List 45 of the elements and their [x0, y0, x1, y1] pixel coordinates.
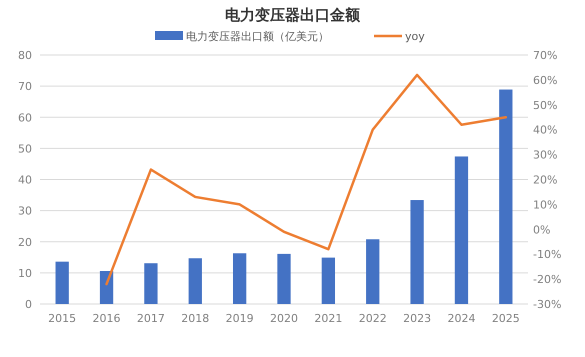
y2-tick-label: -20%: [533, 273, 562, 286]
bar: [277, 254, 291, 304]
bar: [232, 253, 246, 304]
x-tick-label: 2020: [270, 312, 298, 325]
y2-tick-label: 50%: [533, 98, 558, 112]
y2-tick-label: 60%: [533, 74, 558, 87]
x-tick-label: 2015: [48, 312, 76, 325]
y2-tick-label: 0%: [533, 223, 550, 236]
y-tick-label: 50: [18, 142, 32, 156]
bar: [366, 239, 380, 304]
y2-tick-label: 10%: [533, 198, 558, 212]
y-tick-label: 40: [18, 174, 32, 186]
legend-label: 电力变压器出口额（亿美元）: [186, 30, 329, 43]
bar: [454, 156, 468, 304]
y-tick-label: 60: [18, 111, 32, 124]
x-tick-label: 2021: [314, 312, 342, 325]
y2-tick-label: 20%: [533, 174, 558, 186]
x-tick-label: 2017: [136, 312, 165, 325]
bar: [499, 90, 512, 304]
x-tick-label: 2018: [181, 312, 210, 325]
y-tick-label: 0: [25, 298, 32, 311]
y-tick-label: 70: [18, 80, 32, 94]
bar: [188, 258, 202, 304]
x-tick-label: 2022: [358, 312, 387, 325]
x-tick-label: 2025: [492, 312, 520, 325]
y2-tick-label: 30%: [533, 148, 558, 162]
y2-tick-label: -10%: [533, 248, 562, 262]
y-tick-label: 10: [18, 266, 32, 280]
y2-tick-label: 40%: [533, 124, 558, 137]
bar: [56, 262, 69, 304]
legend-label: yoy: [405, 30, 426, 43]
chart-title: 电力变压器出口金额: [225, 6, 361, 24]
y-tick-label: 30: [18, 204, 32, 218]
y2-tick-label: -30%: [533, 298, 562, 311]
y-tick-label: 20: [18, 236, 32, 249]
x-tick-label: 2016: [92, 312, 121, 325]
y2-tick-label: 70%: [533, 49, 558, 62]
x-tick-label: 2019: [226, 312, 254, 325]
x-tick-label: 2024: [447, 312, 476, 325]
y-tick-label: 80: [18, 49, 32, 62]
x-tick-label: 2023: [403, 312, 432, 325]
bar: [322, 258, 336, 304]
bar: [410, 200, 424, 304]
bar: [144, 263, 158, 304]
line-series: [105, 74, 508, 286]
